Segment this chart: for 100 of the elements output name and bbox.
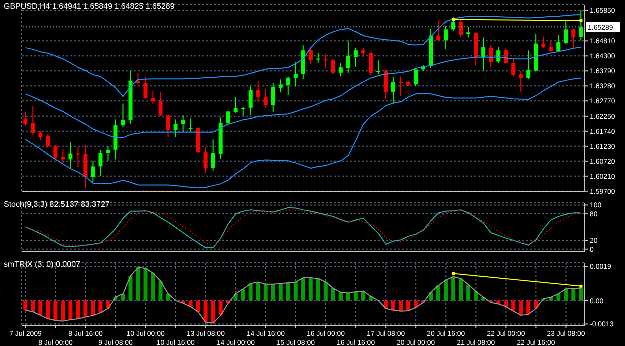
bar: [271, 284, 276, 301]
candlestick: [264, 88, 268, 108]
bar: [256, 282, 260, 301]
candlestick: [181, 114, 186, 133]
candlestick: [271, 83, 276, 113]
candlestick: [301, 45, 306, 80]
candlestick: [234, 96, 238, 114]
candlestick: [61, 148, 66, 164]
candlestick: [68, 142, 73, 170]
bar: [196, 300, 200, 312]
bar: [264, 284, 268, 301]
bar: [248, 284, 253, 301]
bar: [46, 300, 50, 319]
candlestick: [398, 76, 403, 96]
bar: [121, 294, 126, 301]
bar: [98, 300, 103, 314]
bar: [316, 278, 320, 301]
candlestick: [346, 40, 350, 74]
candlestick: [54, 144, 58, 160]
candlestick: [24, 111, 28, 127]
bar: [301, 278, 306, 301]
candlestick: [519, 70, 524, 93]
bar: [84, 300, 88, 318]
candlestick: [316, 53, 320, 64]
bar: [436, 286, 441, 301]
bar: [452, 276, 456, 301]
candlestick: [278, 79, 283, 94]
chart-title: GBPUSD,H4 1.64941 1.65849 1.64825 1.65289: [4, 2, 175, 11]
candlestick: [368, 52, 373, 76]
candlestick: [76, 146, 80, 168]
bar: [556, 294, 561, 301]
candlestick: [174, 119, 178, 138]
candlestick: [38, 130, 43, 142]
bar: [158, 281, 163, 301]
bar: [54, 300, 58, 321]
chart-title: smTRIX (3, 0) 0.0007: [4, 260, 80, 269]
candlestick: [504, 47, 508, 64]
candlestick: [549, 39, 554, 54]
bar: [151, 273, 156, 301]
candlestick: [482, 37, 486, 72]
bar: [308, 278, 313, 301]
candlestick: [256, 80, 260, 103]
candlestick: [474, 32, 478, 67]
bar: [398, 300, 403, 312]
candlestick: [436, 20, 441, 42]
candlestick: [46, 134, 50, 149]
bar: [188, 300, 193, 307]
bar: [331, 288, 336, 301]
candlestick: [308, 48, 313, 64]
candlestick: [226, 110, 230, 125]
bar: [294, 282, 298, 301]
bar: [128, 276, 133, 301]
bar: [444, 280, 448, 301]
bar: [38, 300, 43, 316]
candlestick: [414, 68, 418, 87]
candlestick: [459, 18, 464, 38]
bar: [241, 289, 246, 301]
bar: [579, 288, 584, 301]
line-series: [25, 267, 582, 324]
candlestick: [151, 90, 156, 106]
candlestick: [91, 160, 96, 183]
candlestick: [144, 76, 148, 100]
candlestick: [512, 58, 516, 78]
bar: [354, 292, 358, 301]
candlestick: [331, 58, 336, 75]
line-series: [25, 14, 582, 98]
line-series: [25, 78, 582, 189]
bar: [519, 300, 524, 316]
candlestick: [444, 26, 448, 50]
candlestick: [376, 60, 380, 75]
candlestick: [286, 76, 290, 96]
candlestick: [158, 92, 163, 117]
bar: [31, 300, 36, 312]
bar: [204, 300, 208, 322]
bar: [211, 300, 216, 324]
bar: [61, 300, 66, 322]
candlestick: [542, 36, 546, 50]
bar: [144, 268, 148, 301]
bar: [466, 284, 471, 301]
chart-title: Stoch(9,3,3) 82.5137 83.3727: [4, 200, 110, 209]
candlestick: [136, 73, 140, 86]
candlestick: [354, 47, 358, 68]
candlestick: [391, 76, 396, 104]
candlestick: [84, 144, 88, 189]
bar: [278, 284, 283, 301]
candlestick: [526, 50, 531, 80]
candlestick: [564, 21, 568, 45]
bar: [346, 293, 350, 301]
candlestick: [211, 139, 216, 172]
candlestick: [384, 69, 388, 100]
bar: [24, 300, 28, 310]
candlestick: [106, 146, 110, 162]
bar: [76, 300, 80, 319]
candlestick: [466, 26, 471, 38]
candlestick: [294, 62, 298, 88]
candlestick: [166, 114, 170, 138]
candlestick: [248, 86, 253, 116]
candlestick: [324, 54, 328, 70]
bar: [218, 300, 223, 316]
bar: [512, 300, 516, 312]
